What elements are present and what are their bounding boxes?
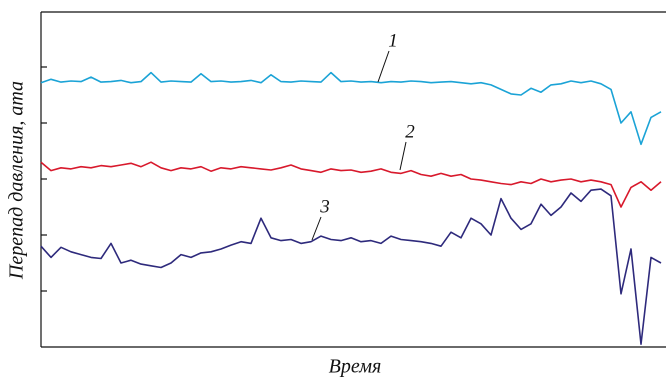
annotation-leader [377, 50, 390, 83]
annotation: 3 [319, 196, 330, 217]
annotation: 2 [405, 121, 415, 142]
series-line [40, 161, 662, 208]
series-line [40, 188, 662, 345]
annotation: 1 [388, 30, 398, 51]
annotation-leader [311, 216, 322, 241]
y-axis-label: Перепад давления, ата [6, 81, 28, 280]
series-line [40, 71, 662, 146]
x-axis-label: Время [329, 356, 382, 378]
annotation-leader [399, 141, 407, 171]
